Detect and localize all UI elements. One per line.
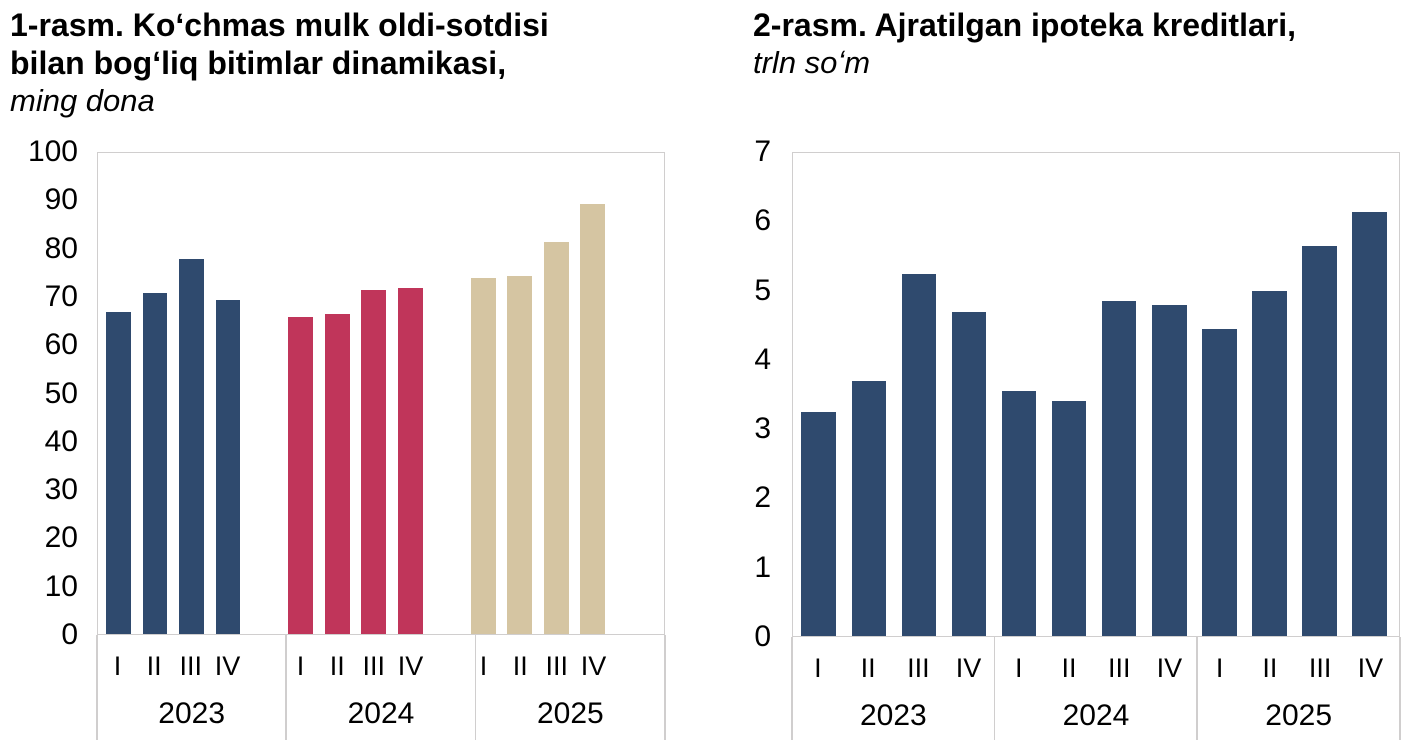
chart-1-ytick-80: 80 xyxy=(44,231,78,265)
chart-1-ytick-40: 40 xyxy=(44,424,78,458)
chart-2-title: 2-rasm. Ajratilgan ipoteka kreditlari, t… xyxy=(753,6,1413,82)
chart-1-ytick-70: 70 xyxy=(44,279,78,313)
chart-1-ytick-60: 60 xyxy=(44,328,78,362)
chart-2-unit-label: trln soʻm xyxy=(753,45,871,80)
chart-2-year-label-2023: 2023 xyxy=(859,699,927,732)
chart-1-quarter-label-2023-IV: IV xyxy=(214,651,241,681)
chart-1-quarter-label-2023-II: II xyxy=(146,651,162,681)
chart-2-quarter-label-2024-II: II xyxy=(1061,653,1077,683)
chart-1-ytick-50: 50 xyxy=(44,376,78,410)
chart-1-year-label-2024: 2024 xyxy=(347,697,415,730)
chart-2-x-axis: I II III IV I II III IV I II III IV 2023 2024 2025 xyxy=(791,637,1401,740)
chart-2-bar-2025-II xyxy=(1251,291,1287,636)
chart-2-quarter-label-2024-I: I xyxy=(1015,653,1023,683)
chart-1-bar-2024-I xyxy=(288,316,314,634)
chart-1-x-axis: I II III IV I II III IV I II III IV 2023 2024 2025 xyxy=(96,635,666,740)
chart-2-ytick-3: 3 xyxy=(754,412,771,446)
chart-2-bar-2025-I xyxy=(1201,328,1237,636)
chart-1-bar-2023-I xyxy=(105,311,131,634)
chart-1-plot-area xyxy=(97,152,665,635)
chart-2-quarter-label-2024-IV: IV xyxy=(1156,653,1183,683)
chart-1-title: 1-rasm. Koʻchmas mulk oldi-sotdisi bilan… xyxy=(10,6,730,120)
chart-2-axis-divider-0 xyxy=(791,637,793,740)
chart-2-ytick-1: 1 xyxy=(754,550,771,584)
chart-1-quarter-label-2025-IV: IV xyxy=(580,651,607,681)
chart-1-bar-2025-II xyxy=(507,275,533,634)
chart-1-ytick-10: 10 xyxy=(44,569,78,603)
chart-2-quarter-label-2025-III: III xyxy=(1308,653,1332,683)
chart-2-ytick-5: 5 xyxy=(754,273,771,307)
chart-1-title-line-1: 1-rasm. Koʻchmas mulk oldi-sotdisi xyxy=(10,7,549,43)
chart-2-quarter-label-2023-II: II xyxy=(860,653,876,683)
chart-1-quarter-label-2025-II: II xyxy=(512,651,528,681)
chart-1-year-label-2025: 2025 xyxy=(536,697,604,730)
chart-1-bar-2024-IV xyxy=(397,287,423,634)
chart-2-year-label-2024: 2024 xyxy=(1062,699,1130,732)
chart-1-quarter-label-2024-I: I xyxy=(296,651,305,681)
chart-1-bar-2025-IV xyxy=(580,203,606,634)
chart-1-quarter-label-2025-I: I xyxy=(479,651,488,681)
chart-2-y-axis: 7 6 5 4 3 2 1 0 xyxy=(717,137,771,652)
chart-1-axis-divider-2 xyxy=(474,635,477,740)
chart-1-quarter-label-2025-III: III xyxy=(545,651,569,681)
chart-1-bar-2023-III xyxy=(178,258,204,634)
chart-2-bar-2025-III xyxy=(1302,246,1337,636)
chart-1-ytick-100: 100 xyxy=(27,135,78,168)
chart-2-quarter-label-2025-II: II xyxy=(1262,653,1278,683)
chart-1-axis-divider-0 xyxy=(96,635,98,740)
chart-2-ytick-6: 6 xyxy=(754,204,771,238)
chart-2-ytick-4: 4 xyxy=(754,342,771,376)
chart-2-axis-divider-2 xyxy=(1196,637,1198,740)
chart-2-quarter-label-2025-IV: IV xyxy=(1357,653,1384,683)
chart-1-bar-2024-II xyxy=(324,314,350,634)
chart-2-ytick-7: 7 xyxy=(754,135,771,168)
chart-2-bar-2024-I xyxy=(1001,391,1037,636)
chart-2-year-label-2025: 2025 xyxy=(1265,699,1333,732)
chart-2-bar-2023-II xyxy=(851,380,887,636)
chart-1-ytick-20: 20 xyxy=(44,521,78,555)
chart-1-title-line-2: bilan bogʻliq bitimlar dinamikasi, xyxy=(10,45,507,81)
chart-1-year-label-2023: 2023 xyxy=(158,697,226,730)
chart-2-quarter-label-2023-III: III xyxy=(907,653,930,683)
chart-2-quarter-label-2025-I: I xyxy=(1215,653,1224,683)
chart-1-unit-label: ming dona xyxy=(10,83,155,118)
chart-1-quarter-label-2023-III: III xyxy=(179,651,203,681)
chart-2-ytick-2: 2 xyxy=(754,481,771,515)
chart-1-bar-2023-IV xyxy=(215,299,241,634)
chart-1-quarter-label-2024-III: III xyxy=(362,651,386,681)
chart-1-quarter-label-2023-I: I xyxy=(113,651,122,681)
chart-2-axis-divider-1 xyxy=(993,637,996,740)
chart-2-axis-divider-3 xyxy=(1399,637,1401,740)
chart-2-ytick-0: 0 xyxy=(754,620,771,653)
chart-1-bar-2025-III xyxy=(543,242,569,634)
chart-1-quarter-label-2024-IV: IV xyxy=(397,651,424,681)
chart-1-y-axis: 100 90 80 70 60 50 40 30 20 10 0 xyxy=(6,137,78,650)
chart-2-title-line-1: 2-rasm. Ajratilgan ipoteka kreditlari, xyxy=(753,7,1296,43)
chart-1-bar-2025-I xyxy=(470,278,496,634)
chart-2-bar-2025-IV xyxy=(1352,211,1387,636)
chart-2-bar-2024-III xyxy=(1101,301,1137,636)
chart-2-bar-2023-IV xyxy=(951,311,987,636)
chart-1-quarter-label-2024-II: II xyxy=(329,651,345,681)
chart-1-axis-divider-3 xyxy=(664,635,666,740)
chart-1-axis-divider-1 xyxy=(285,635,287,740)
chart-2-plot-area xyxy=(792,152,1400,637)
chart-2-bar-2023-I xyxy=(801,411,837,636)
chart-1-ytick-0: 0 xyxy=(61,618,78,651)
chart-2-bar-2024-IV xyxy=(1151,304,1187,636)
chart-1-ytick-90: 90 xyxy=(44,183,78,217)
chart-2-quarter-label-2024-III: III xyxy=(1107,653,1131,683)
chart-1-bar-2023-II xyxy=(142,292,168,634)
chart-1-ytick-30: 30 xyxy=(44,473,78,507)
chart-1-bar-2024-III xyxy=(361,290,387,634)
chart-2-quarter-label-2023-IV: IV xyxy=(955,653,982,683)
chart-2-quarter-label-2023-I: I xyxy=(814,653,822,683)
chart-2-bar-2023-III xyxy=(901,273,937,636)
chart-2-bar-2024-II xyxy=(1051,401,1087,636)
